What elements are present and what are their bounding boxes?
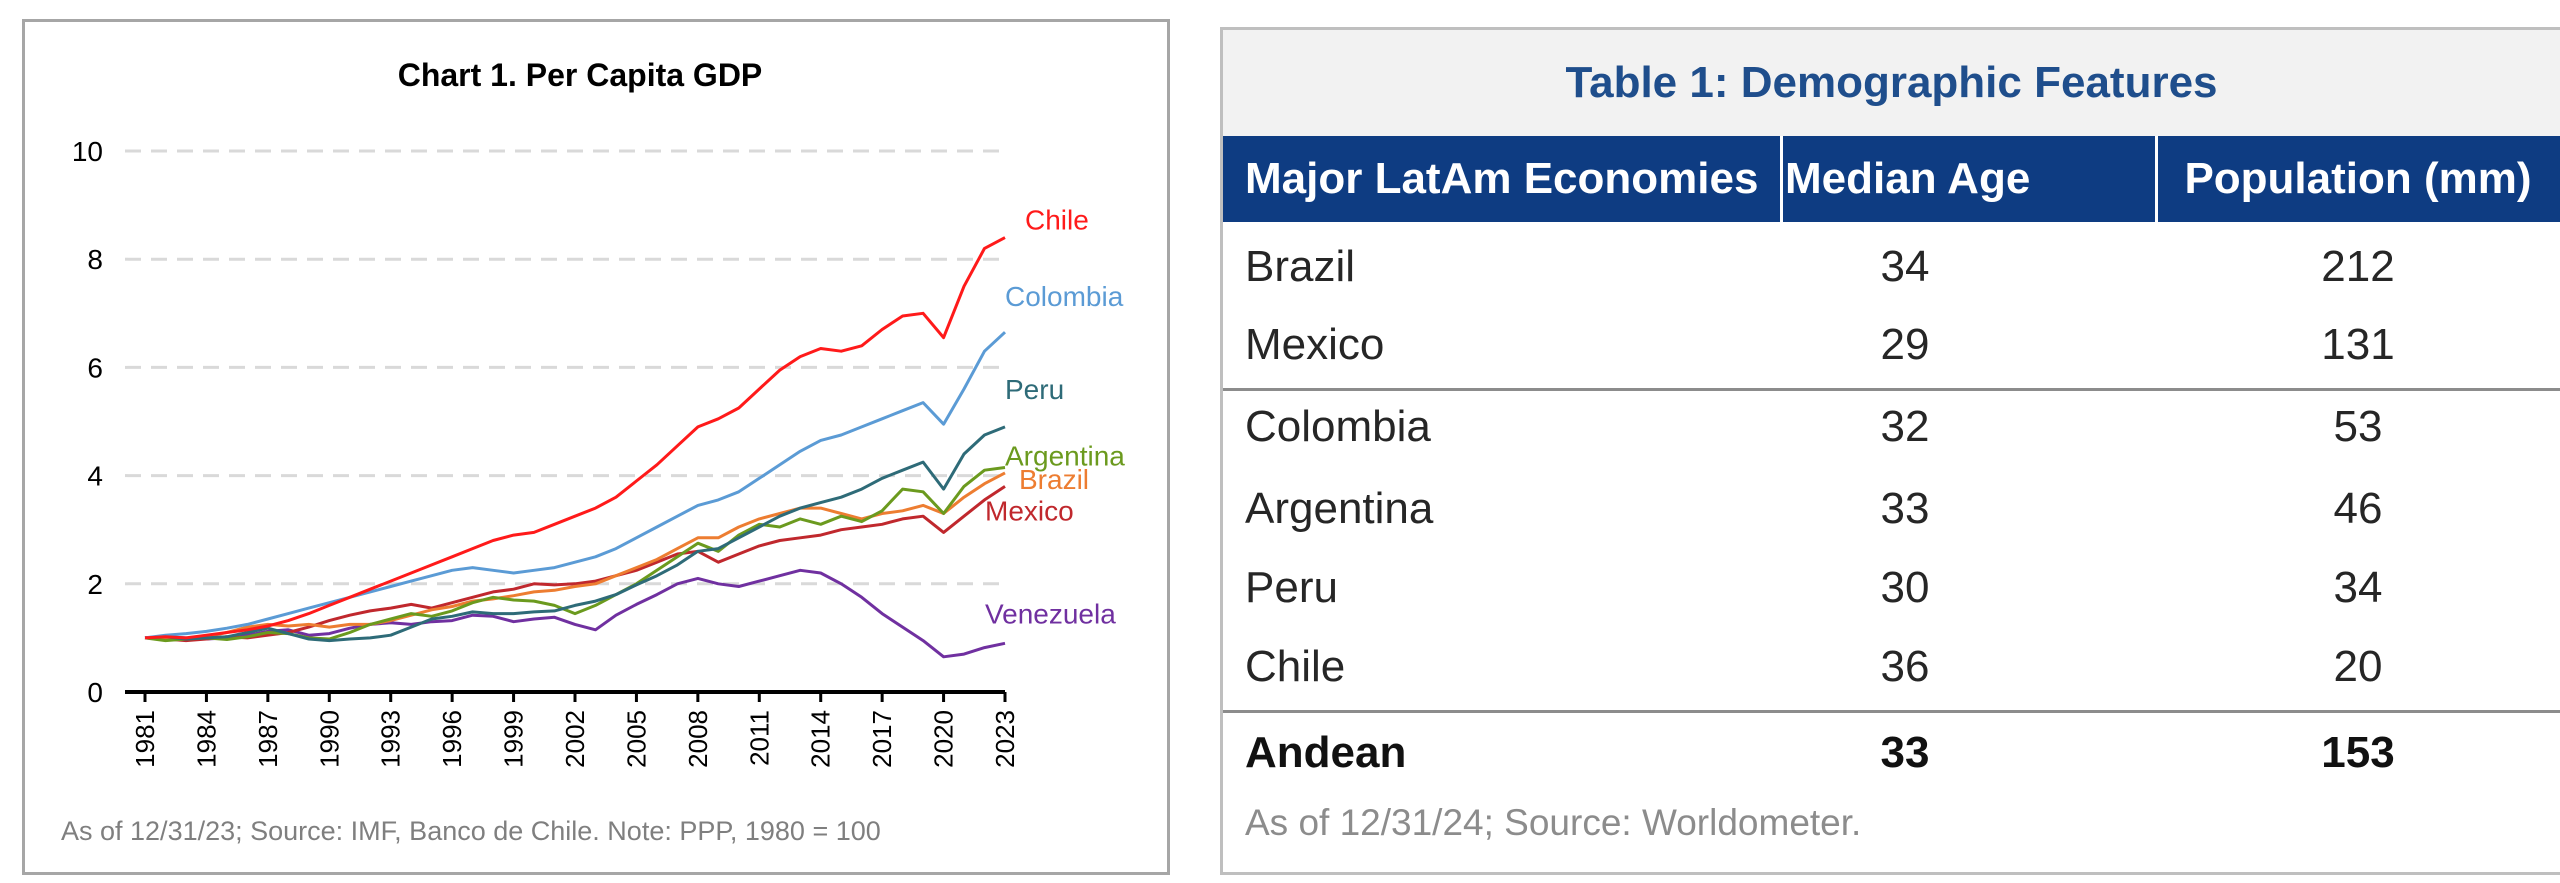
total-median-age: 33 [1880, 728, 1930, 777]
header-divider [1780, 136, 1783, 222]
x-tick-label: 2005 [621, 710, 651, 768]
median-age-cell: 33 [1880, 484, 1930, 533]
population-cell: 131 [2321, 320, 2395, 369]
series-line-chile [144, 236, 1006, 640]
chart-source-note: As of 12/31/23; Source: IMF, Banco de Ch… [61, 816, 881, 846]
total-population: 153 [2321, 728, 2395, 777]
series-line-venezuela [144, 568, 1006, 659]
series-label-brazil: Brazil [1019, 464, 1089, 495]
y-tick-label: 4 [87, 461, 103, 492]
y-tick-label: 6 [87, 352, 103, 383]
x-tick-label: 2017 [867, 710, 897, 768]
table-title-band: Table 1: Demographic Features [1223, 30, 2560, 136]
series-line-argentina [144, 466, 1006, 643]
country-cell: Mexico [1245, 320, 1385, 369]
x-tick-label: 1987 [253, 710, 283, 768]
series-label-peru: Peru [1005, 374, 1064, 405]
table-row: Chile 36 20 [1223, 628, 2560, 706]
country-cell: Peru [1245, 563, 1338, 612]
median-age-cell: 29 [1880, 320, 1930, 369]
x-tick-label: 2023 [990, 710, 1020, 768]
x-tick-label: 1999 [499, 710, 529, 768]
x-tick-label: 1996 [437, 710, 467, 768]
series-line-brazil [145, 471, 1006, 641]
total-divider [1223, 710, 2560, 713]
series-label-chile: Chile [1025, 205, 1089, 236]
population-cell: 34 [2333, 563, 2383, 612]
table-title: Table 1: Demographic Features [1565, 58, 2218, 107]
population-cell: 212 [2321, 242, 2395, 291]
series-label-venezuela: Venezuela [985, 598, 1116, 629]
series-label-argentina: Argentina [1005, 440, 1125, 471]
x-tick-label: 2014 [806, 710, 836, 768]
group-divider [1223, 388, 2560, 391]
table-row: Argentina 33 46 [1223, 470, 2560, 548]
y-tick-label: 0 [87, 677, 103, 708]
population-cell: 20 [2333, 642, 2383, 691]
table-row: Brazil 34 212 [1223, 228, 2560, 306]
population-cell: 53 [2333, 402, 2383, 451]
x-tick-label: 1981 [130, 710, 160, 768]
y-tick-label: 10 [72, 136, 103, 167]
table-source-note: As of 12/31/24; Source: Worldometer. [1245, 802, 1862, 843]
x-tick-label: 1993 [376, 710, 406, 768]
country-cell: Argentina [1245, 484, 1434, 533]
x-tick-label: 1984 [191, 710, 221, 768]
table-row: Peru 30 34 [1223, 549, 2560, 627]
series-line-colombia [144, 331, 1007, 640]
y-tick-label: 8 [87, 244, 103, 275]
header-median-age: Median Age [1785, 154, 2031, 203]
y-tick-label: 2 [87, 569, 103, 600]
median-age-cell: 36 [1880, 642, 1930, 691]
header-population: Population (mm) [2184, 154, 2532, 203]
chart-title: Chart 1. Per Capita GDP [398, 57, 763, 93]
line-chart: Chart 1. Per Capita GDP 0 2 4 6 8 10 1981 1984 19… [72, 57, 1125, 768]
country-cell: Brazil [1245, 242, 1356, 291]
series-label-colombia: Colombia [1005, 281, 1124, 312]
series-line-peru [144, 425, 1006, 643]
table-row: Colombia 32 53 [1223, 388, 2560, 466]
x-tick-label: 2002 [560, 710, 590, 768]
x-tick-label: 1990 [314, 710, 344, 768]
total-label: Andean [1245, 728, 1407, 777]
table-panel: Table 1: Demographic Features Major LatA… [1220, 27, 2560, 875]
x-tick-label: 2008 [683, 710, 713, 768]
x-tick-label: 2011 [744, 710, 774, 766]
table-header-row: Major LatAm Economies Median Age Populat… [1223, 136, 2560, 222]
country-cell: Chile [1245, 642, 1346, 691]
header-economies: Major LatAm Economies [1245, 154, 1759, 203]
x-tick-label: 2020 [929, 710, 959, 768]
header-divider [2155, 136, 2158, 222]
country-cell: Colombia [1245, 402, 1431, 451]
median-age-cell: 32 [1880, 402, 1930, 451]
table-row: Mexico 29 131 [1223, 306, 2560, 384]
series-label-mexico: Mexico [985, 495, 1074, 526]
population-cell: 46 [2333, 484, 2383, 533]
total-row: Andean 33 153 [1223, 714, 2560, 792]
median-age-cell: 30 [1880, 563, 1930, 612]
chart-panel: Chart 1. Per Capita GDP 0 2 4 6 8 10 1981 1984 19… [22, 19, 1170, 875]
median-age-cell: 34 [1880, 242, 1930, 291]
